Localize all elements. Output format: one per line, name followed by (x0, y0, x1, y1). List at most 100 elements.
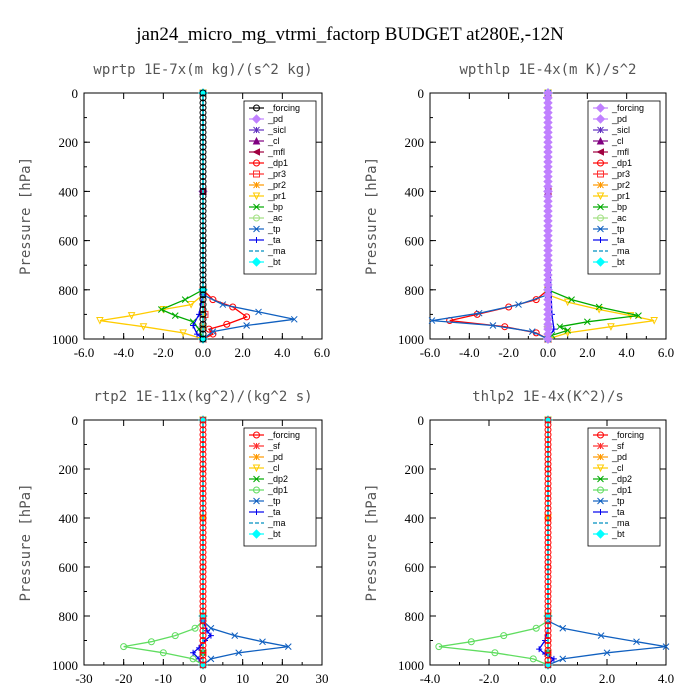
data-point_bp (181, 296, 189, 303)
data-point_forcing (199, 133, 207, 141)
legend-marker (595, 103, 606, 113)
data-point_forcing (544, 416, 552, 424)
data-point_forcing (544, 548, 552, 556)
data-point_forcing (544, 450, 552, 458)
legend-marker (597, 203, 604, 211)
data-point_forcing (199, 320, 207, 328)
data-point_forcing (544, 441, 552, 448)
legend-marker (596, 136, 605, 145)
data-point_forcing (544, 529, 552, 537)
legend-marker (253, 497, 260, 505)
legend-marker (253, 225, 260, 233)
data-point_forcing (199, 661, 207, 669)
data-point_ta (536, 646, 543, 653)
y-tick-label: 400 (405, 184, 425, 199)
data-point_bp (189, 318, 197, 326)
legend-entry: _cl (611, 136, 624, 146)
y-tick-label: 0 (418, 86, 425, 101)
legend-marker (253, 509, 260, 515)
data-point_forcing (199, 553, 207, 561)
data-point_forcing (199, 583, 207, 591)
data-point_forcing (544, 480, 552, 488)
legend-marker (253, 159, 260, 167)
data-point_tp (231, 632, 239, 639)
legend-entry: _tp (267, 224, 281, 234)
data-point_tp (219, 301, 227, 308)
legend-marker (597, 486, 604, 494)
data-point_forcing (199, 641, 207, 649)
legend-entry: _mfl (611, 147, 629, 157)
legend-entry: _mfl (267, 147, 285, 157)
legend-entry: _ma (611, 246, 630, 256)
y-tick-label: 400 (59, 184, 79, 199)
data-point_forcing (199, 123, 207, 131)
y-axis-label: Pressure [hPa] (18, 157, 34, 275)
x-tick-label: -4.0 (459, 345, 480, 360)
data-point_forcing (199, 622, 207, 630)
legend-marker (596, 148, 604, 156)
data-point_dp1 (120, 643, 128, 651)
legend-marker (253, 181, 260, 189)
data-point_forcing (544, 455, 552, 463)
y-tick-label: 800 (405, 609, 425, 624)
data-point_forcing (199, 563, 207, 571)
data-point_forcing (544, 553, 552, 561)
panel-1: wprtp 1E-7x(m kg)/(s^2 kg) Pressure [hPa]… (18, 62, 330, 360)
data-point_dp1 (159, 649, 167, 657)
legend-marker (251, 257, 262, 267)
legend-marker (251, 529, 262, 539)
zero-column-markers (199, 89, 207, 343)
legend-marker (597, 453, 604, 461)
x-tick-label: -4.0 (113, 345, 134, 360)
legend-entry: _pd (611, 452, 627, 462)
legend-entry: _pd (611, 114, 627, 124)
data-point_forcing (544, 661, 552, 669)
legend-entry: _bt (611, 529, 625, 539)
data-point_forcing (199, 470, 207, 478)
y-tick-label: 800 (405, 283, 425, 298)
data-point_pr1 (187, 301, 195, 309)
data-point_forcing (544, 637, 552, 644)
data-point_forcing (199, 632, 207, 640)
data-point_forcing (544, 475, 552, 483)
data-point_forcing (199, 602, 207, 610)
figure-title: jan24_micro_mg_vtrmi_factorp BUDGET at28… (135, 24, 564, 45)
legend-entry: _dp2 (611, 474, 632, 484)
legend-entry: _dp1 (267, 485, 288, 495)
legend-entry: _pr2 (611, 180, 630, 190)
x-tick-label: -10 (155, 671, 172, 686)
data-point_forcing (199, 256, 207, 264)
data-point_ta (190, 649, 197, 656)
data-point_forcing (199, 529, 207, 537)
data-point_forcing (199, 441, 207, 448)
legend-marker (253, 486, 260, 494)
series-line_bp (547, 93, 639, 340)
data-point_forcing (199, 475, 207, 483)
panel-2: wpthlp 1E-4x(m K)/s^2 Pressure [hPa] -6.0 -… (364, 62, 674, 360)
y-tick-label: 600 (59, 560, 79, 575)
data-point_forcing (199, 143, 207, 151)
data-point_tp (559, 624, 567, 632)
data-point_tp (633, 638, 640, 646)
data-point_dp1 (529, 655, 537, 663)
legend-marker (595, 257, 606, 267)
data-point_dp1 (435, 643, 443, 651)
legend-marker (597, 442, 604, 450)
data-point_forcing (199, 153, 207, 161)
data-point_tp (290, 315, 298, 323)
data-point_bp (568, 296, 575, 303)
legend-entry: _forcing (267, 430, 300, 440)
y-tick-label: 800 (59, 609, 79, 624)
data-point_forcing (199, 281, 207, 289)
legend-entry: _sf (267, 441, 281, 451)
data-point_forcing (199, 173, 207, 181)
data-point_forcing (199, 612, 207, 620)
legend-marker (253, 237, 260, 243)
legend-marker (597, 225, 604, 233)
x-tick-label: 6.0 (658, 345, 674, 360)
series-line_pr1 (547, 93, 655, 340)
data-point_tp (662, 643, 670, 650)
data-point_forcing (199, 651, 207, 659)
legend: _forcing_sf_pd_cl_dp2_dp1_tp_ta_ma_bt (587, 427, 661, 547)
data-point_forcing (199, 291, 207, 299)
